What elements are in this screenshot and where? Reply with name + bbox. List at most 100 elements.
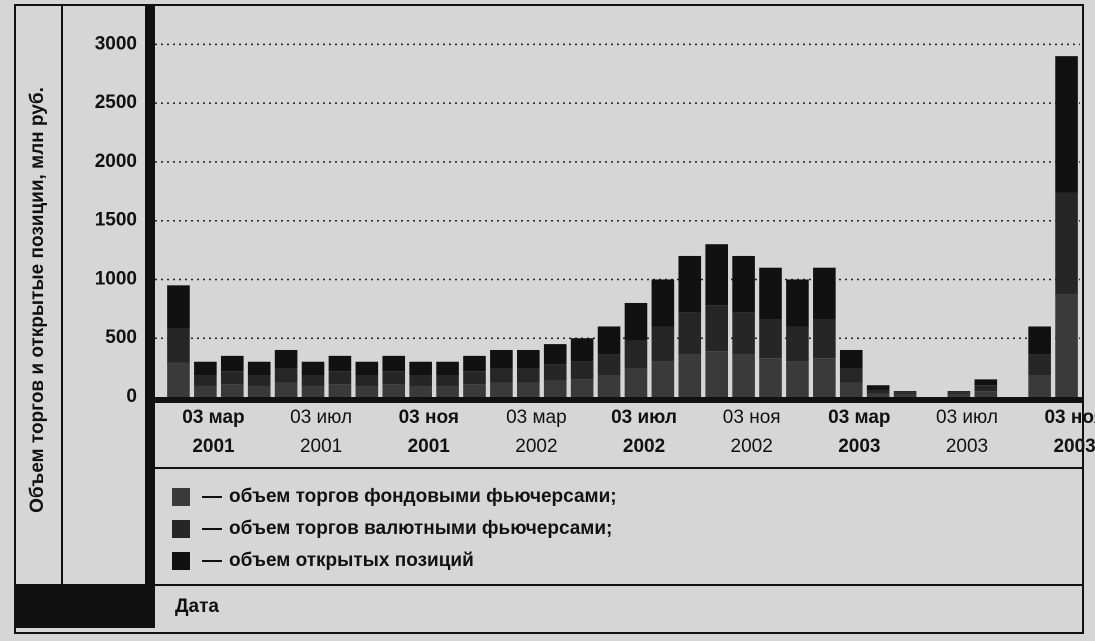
bar [194,375,217,387]
x-tick-label: 03 ноя [1044,407,1095,428]
bar [1055,294,1078,397]
bar [974,379,998,386]
bar [651,326,675,362]
bar [866,393,890,397]
bar [759,267,782,320]
bar [355,361,379,376]
bar [624,302,648,341]
bar [301,386,325,397]
bar [866,389,890,394]
axis-bar [145,5,155,585]
legend-swatch [172,552,190,570]
bar [490,382,513,397]
x-tick-label: 03 июл [936,407,998,428]
bar [220,371,244,385]
y-axis-label: Объем торгов и открытые позиции, млн руб… [27,87,48,513]
bar [463,355,486,372]
x-tick-label: 03 ноя [399,407,459,428]
bar [220,384,244,397]
bar [597,326,621,355]
bar [759,358,782,397]
bar [813,358,836,397]
bar [678,255,702,313]
bar [328,355,352,372]
bar [893,391,917,393]
x-axis [155,397,1083,403]
x-tick-label: 2002 [515,436,557,457]
bar [839,382,863,397]
bar [301,361,325,376]
legend-label: объем торгов фондовыми фьючерсами; [229,486,617,507]
x-tick-label: 2002 [623,436,665,457]
bar [436,375,459,387]
bar [705,244,728,306]
bar [813,267,836,320]
y-tick-label: 0 [126,386,137,407]
corner-block [15,585,155,628]
y-tick-label: 500 [105,327,137,348]
bar [786,326,809,362]
bar [893,392,917,395]
x-tick-label: 2002 [731,436,773,457]
bar [543,344,567,365]
bar [732,354,755,397]
x-tick-label: 03 мар [506,407,567,428]
bar [247,375,271,387]
bar [1055,192,1078,295]
bar [247,386,271,397]
bar [786,361,809,397]
x-tick-label: 2001 [192,436,235,457]
bar [866,385,890,390]
bar [1055,56,1078,193]
bar [570,379,594,397]
bar [624,340,648,369]
y-tick-label: 1000 [95,268,137,289]
y-tick-label: 3000 [95,33,137,54]
bar [463,384,486,397]
bar [194,386,217,397]
bar [436,386,459,397]
legend-label: объем открытых позиций [229,550,474,571]
x-tick-label: 03 мар [828,407,890,428]
bar [1028,326,1051,355]
bar [543,364,567,381]
bar [759,319,782,359]
bar [543,380,567,397]
bar [490,368,513,383]
bar [274,382,298,397]
bar [382,384,406,397]
frame [14,4,1084,634]
bar [974,391,998,397]
bar [409,386,432,397]
bar [651,361,675,397]
x-tick-label: 03 июл [611,407,677,428]
bar [839,368,863,383]
y-tick-label: 2000 [95,151,137,172]
bar [409,375,432,387]
bar [570,338,594,362]
bar [678,354,702,397]
y-tick-label: 2500 [95,92,137,113]
bar [786,279,809,327]
x-tick-label: 03 июл [290,407,352,428]
bar [436,361,459,376]
bar [974,385,998,392]
bar [274,349,298,369]
x-tick-label: 2003 [946,436,988,457]
x-tick-label: 2003 [838,436,880,457]
bar [409,361,432,376]
bar [732,255,755,313]
bar [813,319,836,359]
x-axis-label: Дата [175,596,219,617]
bar [301,375,325,387]
bar [624,368,648,397]
bar [597,354,621,376]
bar [893,394,917,397]
bar [1028,354,1051,376]
bar [705,305,728,352]
bar [839,349,863,369]
bar [274,368,298,383]
bar [355,375,379,387]
